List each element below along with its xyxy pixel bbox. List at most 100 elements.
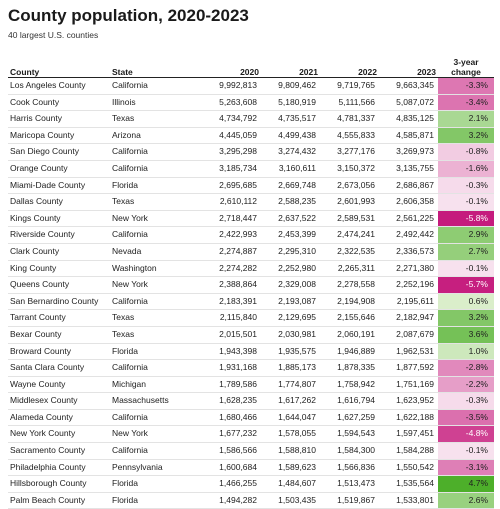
cell-change: -3.4% bbox=[438, 94, 494, 112]
cell-2021: 2,329,008 bbox=[261, 276, 320, 294]
cell-2022: 4,781,337 bbox=[320, 110, 379, 128]
cell-2023: 9,663,345 bbox=[379, 77, 438, 95]
cell-2020: 1,789,586 bbox=[202, 376, 261, 394]
table-row: Riverside County California 2,422,993 2,453… bbox=[8, 226, 494, 244]
cell-2021: 1,578,055 bbox=[261, 425, 320, 444]
cell-2020: 9,992,813 bbox=[202, 77, 261, 95]
cell-county: Alameda County bbox=[8, 409, 110, 427]
cell-2021: 1,484,607 bbox=[261, 475, 320, 493]
cell-county: Maricopa County bbox=[8, 127, 110, 145]
cell-2020: 2,274,887 bbox=[202, 243, 261, 261]
cell-2020: 2,115,840 bbox=[202, 309, 261, 327]
cell-2022: 1,946,889 bbox=[320, 343, 379, 361]
cell-state: Florida bbox=[110, 492, 202, 509]
cell-2022: 1,594,543 bbox=[320, 425, 379, 444]
header-county: County bbox=[8, 51, 110, 78]
cell-2021: 4,735,517 bbox=[261, 110, 320, 128]
cell-2020: 1,628,235 bbox=[202, 392, 261, 410]
cell-state: Nevada bbox=[110, 243, 202, 261]
population-table: County State 2020 2021 2022 2023 3-year … bbox=[8, 51, 494, 509]
cell-state: Illinois bbox=[110, 94, 202, 112]
cell-state: Texas bbox=[110, 193, 202, 211]
cell-county: Broward County bbox=[8, 343, 110, 361]
cell-2021: 9,809,462 bbox=[261, 77, 320, 95]
cell-2021: 1,588,810 bbox=[261, 442, 320, 460]
cell-county: Hillsborough County bbox=[8, 475, 110, 493]
table-header-row: County State 2020 2021 2022 2023 3-year … bbox=[8, 51, 494, 78]
cell-2023: 2,492,442 bbox=[379, 226, 438, 244]
cell-2022: 5,111,566 bbox=[320, 94, 379, 112]
cell-2020: 2,422,993 bbox=[202, 226, 261, 244]
cell-2022: 3,150,372 bbox=[320, 160, 379, 178]
cell-2020: 4,445,059 bbox=[202, 127, 261, 145]
table-row: Wayne County Michigan 1,789,586 1,774,807 1,… bbox=[8, 376, 494, 394]
cell-state: Washington bbox=[110, 260, 202, 278]
cell-2022: 4,555,833 bbox=[320, 127, 379, 145]
cell-2023: 5,087,072 bbox=[379, 94, 438, 112]
cell-state: California bbox=[110, 226, 202, 244]
cell-county: Harris County bbox=[8, 110, 110, 128]
cell-county: Kings County bbox=[8, 210, 110, 228]
table-row: San Bernardino County California 2,183,391… bbox=[8, 293, 494, 311]
cell-county: Cook County bbox=[8, 94, 110, 112]
cell-2022: 1,566,836 bbox=[320, 459, 379, 477]
header-2021: 2021 bbox=[261, 51, 320, 78]
cell-2023: 1,533,801 bbox=[379, 492, 438, 509]
cell-2021: 1,589,623 bbox=[261, 459, 320, 477]
cell-change: -3.5% bbox=[438, 409, 494, 427]
table-body: Los Angeles County California 9,992,813 9,8… bbox=[8, 77, 494, 509]
table-row: Kings County New York 2,718,447 2,637,522 2,… bbox=[8, 210, 494, 228]
table-row: Alameda County California 1,680,466 1,644,0… bbox=[8, 409, 494, 427]
cell-state: Pennsylvania bbox=[110, 459, 202, 477]
cell-state: California bbox=[110, 160, 202, 178]
cell-state: Texas bbox=[110, 110, 202, 128]
cell-county: San Bernardino County bbox=[8, 293, 110, 311]
cell-2021: 2,637,522 bbox=[261, 210, 320, 228]
cell-change: -5.8% bbox=[438, 210, 494, 228]
cell-change: -0.3% bbox=[438, 392, 494, 410]
cell-change: -0.1% bbox=[438, 442, 494, 460]
cell-state: New York bbox=[110, 276, 202, 294]
cell-2021: 2,252,980 bbox=[261, 260, 320, 278]
table-row: Queens County New York 2,388,864 2,329,008 2… bbox=[8, 276, 494, 294]
table-row: Middlesex County Massachusetts 1,628,235 1,… bbox=[8, 392, 494, 410]
cell-2022: 2,474,241 bbox=[320, 226, 379, 244]
cell-state: California bbox=[110, 77, 202, 95]
table-row: Cook County Illinois 5,263,608 5,180,919 5,1… bbox=[8, 94, 494, 112]
cell-2023: 3,135,755 bbox=[379, 160, 438, 178]
cell-2020: 2,695,685 bbox=[202, 177, 261, 195]
cell-change: -2.8% bbox=[438, 359, 494, 377]
cell-county: Santa Clara County bbox=[8, 359, 110, 377]
cell-state: Texas bbox=[110, 326, 202, 344]
table-row: San Diego County California 3,295,298 3,274… bbox=[8, 143, 494, 161]
cell-state: Florida bbox=[110, 343, 202, 361]
cell-change: 3.2% bbox=[438, 127, 494, 145]
cell-state: California bbox=[110, 143, 202, 161]
cell-2020: 1,494,282 bbox=[202, 492, 261, 509]
cell-2022: 1,627,259 bbox=[320, 409, 379, 427]
table-row: Santa Clara County California 1,931,168 1,8… bbox=[8, 359, 494, 377]
cell-2020: 2,183,391 bbox=[202, 293, 261, 311]
table-row: Broward County Florida 1,943,398 1,935,575 1… bbox=[8, 343, 494, 361]
cell-2021: 2,030,981 bbox=[261, 326, 320, 344]
table-row: Orange County California 3,185,734 3,160,61… bbox=[8, 160, 494, 178]
table-row: New York County New York 1,677,232 1,578,05… bbox=[8, 425, 494, 444]
cell-2023: 2,686,867 bbox=[379, 177, 438, 195]
cell-2023: 2,606,358 bbox=[379, 193, 438, 211]
table-row: Maricopa County Arizona 4,445,059 4,499,438… bbox=[8, 127, 494, 145]
cell-2021: 5,180,919 bbox=[261, 94, 320, 112]
cell-state: Michigan bbox=[110, 376, 202, 394]
cell-2022: 2,194,908 bbox=[320, 293, 379, 311]
cell-2022: 1,513,473 bbox=[320, 475, 379, 493]
page-title: County population, 2020-2023 bbox=[8, 6, 249, 25]
cell-2023: 2,195,611 bbox=[379, 293, 438, 311]
cell-change: 2.6% bbox=[438, 492, 494, 509]
cell-county: Bexar County bbox=[8, 326, 110, 344]
cell-county: Wayne County bbox=[8, 376, 110, 394]
table-row: Hillsborough County Florida 1,466,255 1,484… bbox=[8, 475, 494, 493]
table-row: Los Angeles County California 9,992,813 9,8… bbox=[8, 77, 494, 95]
cell-change: -5.7% bbox=[438, 276, 494, 294]
cell-2021: 1,644,047 bbox=[261, 409, 320, 427]
cell-2022: 1,758,942 bbox=[320, 376, 379, 394]
cell-county: Dallas County bbox=[8, 193, 110, 211]
